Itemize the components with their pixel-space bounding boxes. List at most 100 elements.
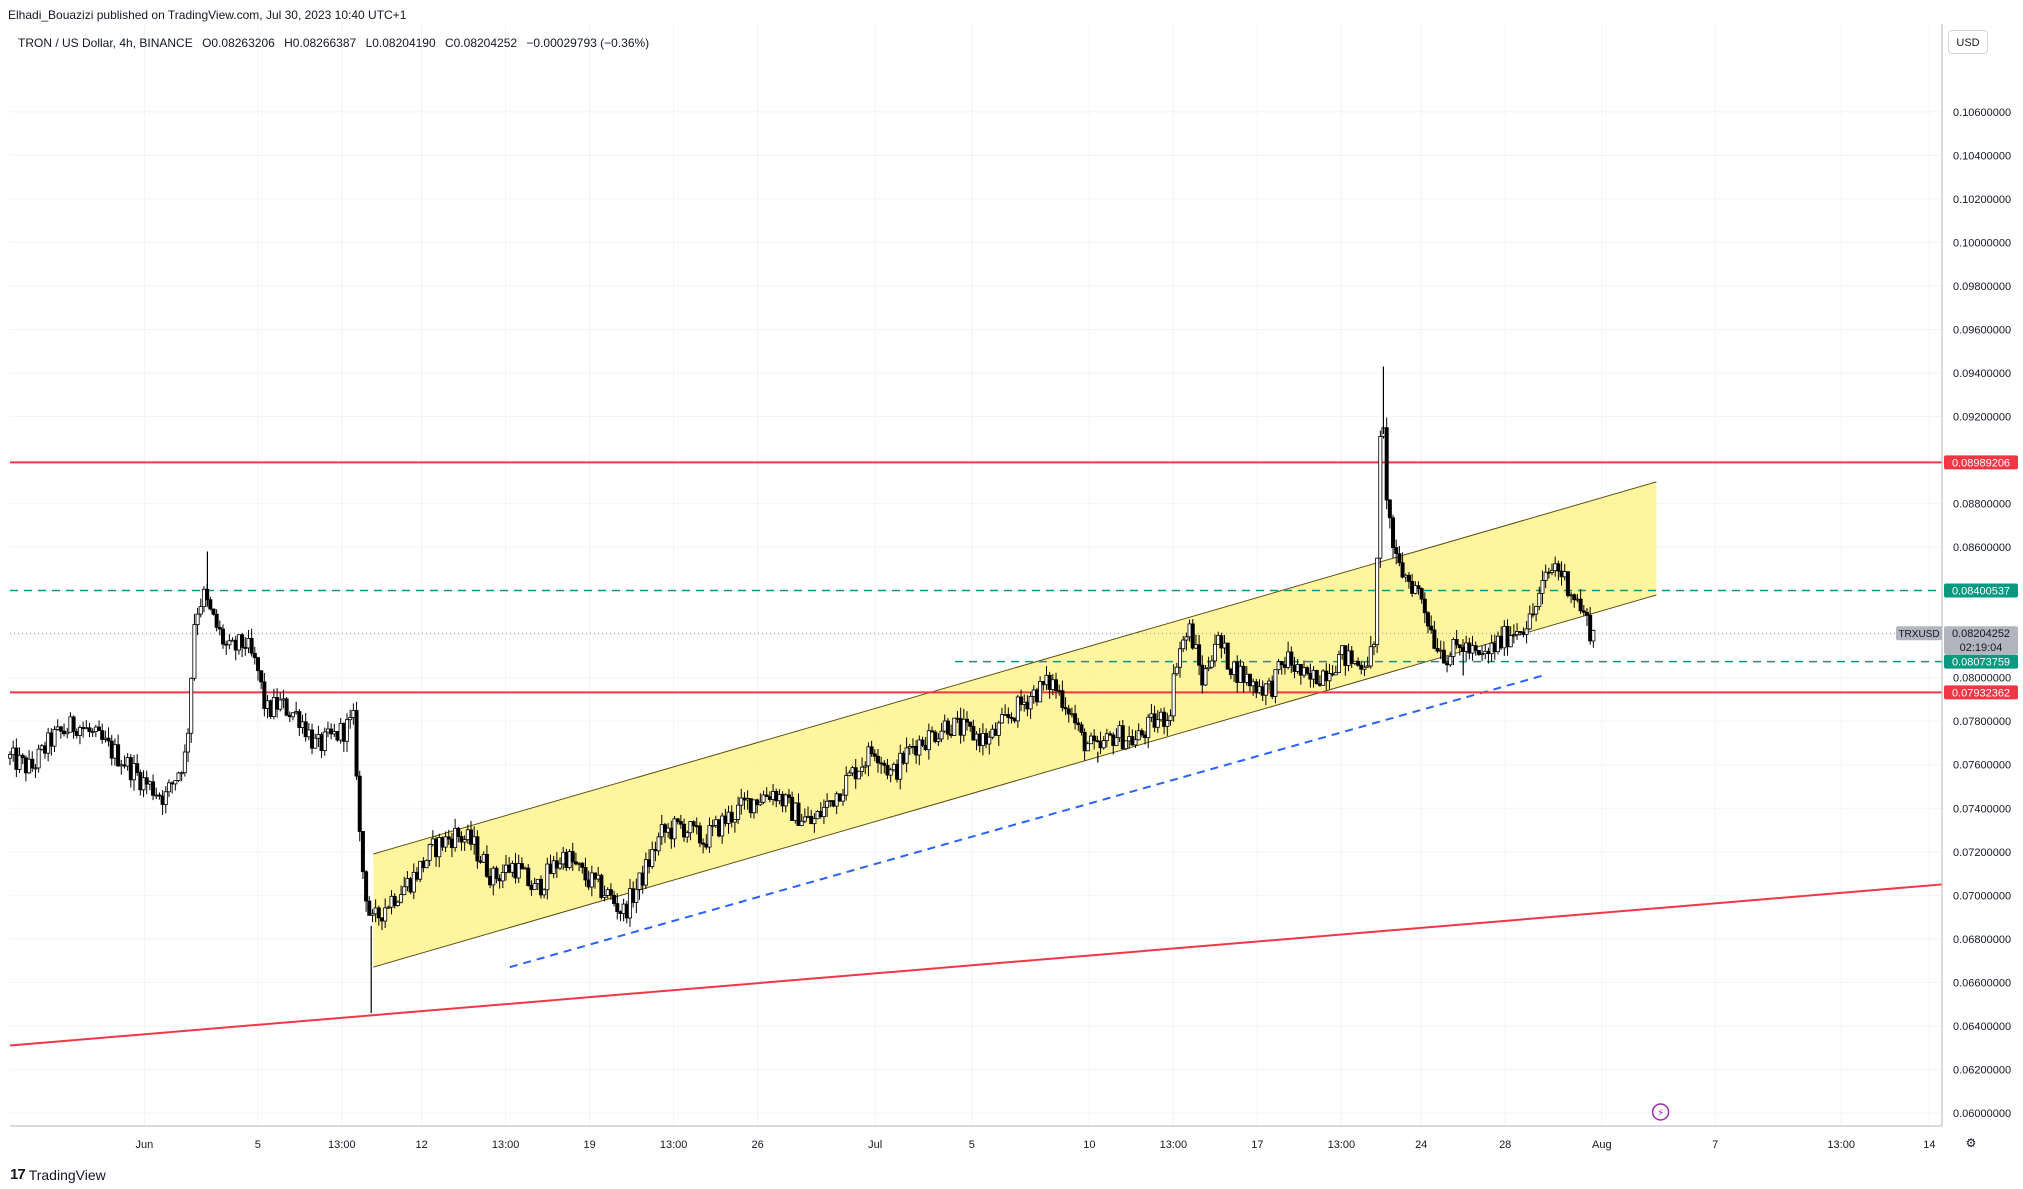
candle-body: [507, 864, 512, 873]
candle-body: [1120, 725, 1125, 750]
candle-body: [1581, 610, 1586, 613]
x-tick-label: 13:00: [492, 1139, 520, 1151]
candle-body: [1448, 655, 1453, 666]
candle-body: [1343, 645, 1348, 666]
candle-body: [888, 769, 893, 776]
candle-body: [1432, 629, 1437, 649]
candle-body: [1464, 642, 1469, 652]
x-tick-label: Jun: [136, 1139, 154, 1151]
candle-body: [240, 634, 245, 648]
candle-body: [440, 837, 445, 848]
candle-body: [853, 767, 858, 780]
x-tick-label: 5: [255, 1139, 261, 1151]
symbol-name[interactable]: TRON / US Dollar, 4h, BINANCE: [18, 36, 193, 50]
candle-body: [1476, 650, 1481, 655]
candle-body: [418, 860, 423, 880]
candle-body: [917, 739, 922, 756]
candle-body: [1066, 708, 1071, 715]
candle-body: [1451, 639, 1456, 657]
candle-body: [1499, 635, 1504, 649]
candle-body: [472, 836, 477, 845]
candle-body: [1123, 740, 1128, 750]
candle-body: [345, 719, 350, 742]
candle-body: [265, 700, 270, 709]
candle-body: [1511, 634, 1516, 637]
candle-body: [1324, 670, 1329, 682]
candle-body: [786, 794, 791, 798]
candle-body: [732, 819, 737, 823]
candle-body: [866, 746, 871, 767]
tradingview-logo[interactable]: 17 TradingView: [10, 1166, 106, 1183]
candle-body: [1378, 436, 1383, 559]
candle-body: [729, 811, 734, 823]
candle-body: [818, 810, 823, 818]
low-value: L0.08204190: [365, 36, 436, 50]
candle-body: [596, 874, 601, 880]
x-tick-label: 13:00: [1827, 1139, 1855, 1151]
x-tick-label: 24: [1415, 1139, 1427, 1151]
candle-body: [1543, 571, 1548, 581]
candle-body: [964, 718, 969, 723]
candle-body: [573, 861, 578, 865]
candle-body: [771, 791, 776, 800]
candle-body: [672, 818, 677, 840]
candle-body: [33, 767, 38, 770]
candle-body: [1540, 580, 1545, 594]
candle-body: [103, 737, 108, 740]
candle-body: [1130, 736, 1135, 746]
candle-body: [653, 849, 658, 852]
candle-body: [125, 757, 130, 767]
chart-settings-icon[interactable]: ⚙: [1965, 1136, 1977, 1150]
candle-body: [1092, 735, 1097, 741]
candle-body: [856, 770, 861, 780]
candle-body: [246, 638, 251, 649]
candle-body: [971, 725, 976, 741]
candle-body: [497, 878, 502, 882]
candle-body: [650, 849, 655, 868]
candle-body: [408, 878, 413, 893]
candle-body: [357, 775, 362, 832]
candle-body: [39, 745, 44, 750]
candle-body: [1438, 649, 1443, 652]
candle-body: [284, 698, 289, 716]
candle-body: [449, 838, 454, 849]
y-tick-label: 0.09600000: [1953, 325, 2011, 337]
y-tick-label: 0.07000000: [1953, 890, 2011, 902]
candle-body: [1219, 635, 1224, 649]
candle-body: [1591, 630, 1596, 642]
candle-body: [1359, 664, 1364, 670]
candle-body: [1139, 730, 1144, 736]
candle-body: [1276, 661, 1281, 671]
candle-body: [526, 867, 531, 886]
candle-body: [1015, 696, 1020, 722]
candle-body: [217, 627, 222, 630]
candle-body: [1394, 547, 1399, 554]
candle-body: [577, 862, 582, 865]
candle-body: [1200, 664, 1205, 686]
y-tick-label: 0.10000000: [1953, 237, 2011, 249]
candle-body: [1073, 713, 1078, 724]
candle-body: [542, 889, 547, 896]
candle-body: [427, 844, 432, 861]
candle-body: [783, 794, 788, 807]
y-tick-label: 0.07200000: [1953, 847, 2011, 859]
candle-body: [151, 781, 156, 796]
candle-body: [1419, 588, 1424, 600]
candle-body: [173, 780, 178, 785]
candle-body: [551, 860, 556, 874]
candle-body: [1397, 553, 1402, 564]
candle-body: [580, 862, 585, 868]
currency-button[interactable]: USD: [1948, 30, 1988, 54]
candle-body: [459, 836, 464, 843]
candles: [7, 366, 1596, 1013]
candle-body: [1146, 716, 1151, 739]
candle-body: [1181, 639, 1186, 650]
candle-body: [627, 888, 632, 919]
open-value: O0.08263206: [202, 36, 275, 50]
candle-body: [144, 777, 149, 785]
candle-body: [1454, 639, 1459, 646]
candle-body: [1047, 674, 1052, 690]
candle-body: [437, 837, 442, 858]
candle-body: [373, 907, 378, 915]
